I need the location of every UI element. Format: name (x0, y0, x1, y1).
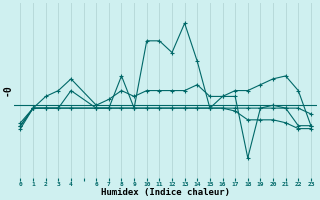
Y-axis label: -0: -0 (3, 85, 13, 96)
X-axis label: Humidex (Indice chaleur): Humidex (Indice chaleur) (101, 188, 230, 197)
